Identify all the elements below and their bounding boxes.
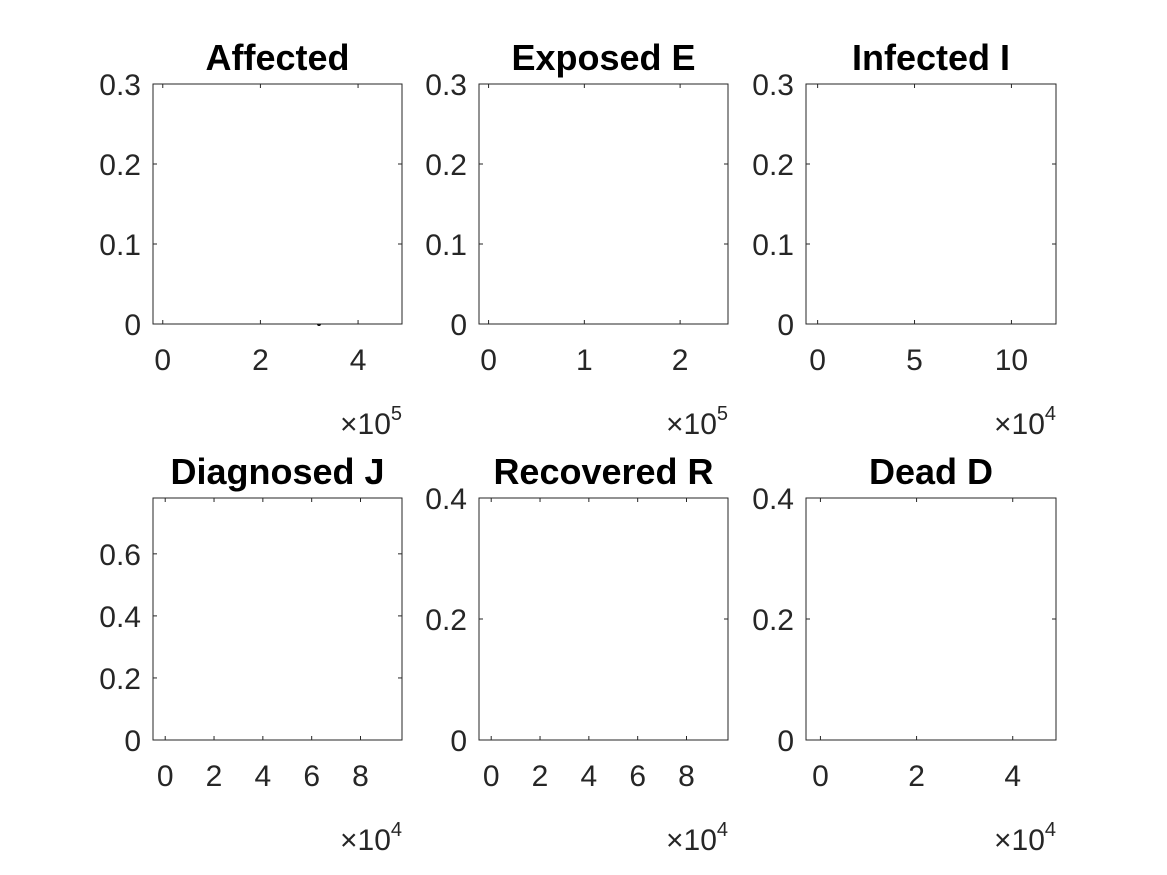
x-tick-label: 4 xyxy=(350,344,367,377)
x-tick-label: 0 xyxy=(812,760,829,793)
y-tick-label: 0 xyxy=(777,725,794,758)
multiplier-exponent: 5 xyxy=(391,403,402,425)
y-tick-label: 0.4 xyxy=(425,483,467,516)
axis-multiplier: ×105 xyxy=(340,403,402,441)
axis-multiplier: ×105 xyxy=(666,403,728,441)
panel-title: Dead D xyxy=(869,451,993,492)
y-tick-label: 0.2 xyxy=(99,149,141,182)
panel-1: 0 2 4 0 0.1 0.2 0.3 Affected ×105 xyxy=(99,37,403,441)
y-tick-label: 0.3 xyxy=(425,69,467,102)
y-tick-label: 0.1 xyxy=(425,229,467,262)
x-tick-label: 0 xyxy=(157,760,174,793)
multiplier-exponent: 4 xyxy=(717,819,728,841)
x-tick-label: 8 xyxy=(352,760,369,793)
axes-frame xyxy=(805,497,1057,741)
x-tick-label: 1 xyxy=(576,344,593,377)
y-tick-label: 0 xyxy=(124,309,141,342)
multiplier-exponent: 4 xyxy=(1045,403,1056,425)
axis-multiplier: ×104 xyxy=(666,819,728,857)
x-tick-label: 2 xyxy=(672,344,689,377)
y-tick-label: 0.2 xyxy=(752,604,794,637)
axis-multiplier: ×104 xyxy=(994,819,1056,857)
panel-title: Exposed E xyxy=(511,37,695,78)
x-tick-label: 5 xyxy=(906,344,923,377)
y-tick-label: 0 xyxy=(777,309,794,342)
axes-frame xyxy=(152,83,403,325)
y-tick-label: 0.3 xyxy=(99,69,141,102)
axes-frame xyxy=(478,497,729,741)
x-tick-label: 10 xyxy=(995,344,1028,377)
multiplier-exponent: 4 xyxy=(1045,819,1056,841)
y-tick-label: 0 xyxy=(450,309,467,342)
multiplier-base: ×10 xyxy=(994,824,1045,857)
y-tick-label: 0.1 xyxy=(752,229,794,262)
x-tick-label: 6 xyxy=(629,760,646,793)
panel-2: 0 1 2 0 0.1 0.2 0.3 Exposed E ×105 xyxy=(425,37,729,441)
y-tick-label: 0 xyxy=(124,725,141,758)
axis-multiplier: ×104 xyxy=(340,819,402,857)
y-tick-label: 0.3 xyxy=(752,69,794,102)
axes-frame xyxy=(478,83,729,325)
panel-title: Affected xyxy=(205,37,349,78)
panel-title: Recovered R xyxy=(493,451,713,492)
x-tick-label: 4 xyxy=(1004,760,1021,793)
x-tick-label: 4 xyxy=(255,760,272,793)
x-tick-label: 4 xyxy=(581,760,598,793)
multiplier-base: ×10 xyxy=(340,824,391,857)
x-tick-label: 2 xyxy=(252,344,269,377)
multiplier-base: ×10 xyxy=(994,408,1045,441)
panel-title: Infected I xyxy=(852,37,1010,78)
x-tick-label: 0 xyxy=(154,344,171,377)
multiplier-exponent: 5 xyxy=(717,403,728,425)
x-tick-label: 2 xyxy=(206,760,223,793)
panel-3: 0 5 10 0 0.1 0.2 0.3 Infected I ×104 xyxy=(752,37,1057,441)
y-tick-label: 0.1 xyxy=(99,229,141,262)
y-tick-label: 0.2 xyxy=(425,149,467,182)
axes-frame xyxy=(805,83,1057,325)
x-tick-label: 2 xyxy=(532,760,549,793)
axis-multiplier: ×104 xyxy=(994,403,1056,441)
multiplier-exponent: 4 xyxy=(391,819,402,841)
x-tick-label: 0 xyxy=(480,344,497,377)
x-tick-label: 6 xyxy=(303,760,320,793)
x-tick-label: 8 xyxy=(678,760,695,793)
y-tick-label: 0.2 xyxy=(425,604,467,637)
multiplier-base: ×10 xyxy=(666,824,717,857)
x-tick-label: 0 xyxy=(809,344,826,377)
x-tick-label: 0 xyxy=(483,760,500,793)
panel-title: Diagnosed J xyxy=(170,451,384,492)
multiplier-base: ×10 xyxy=(666,408,717,441)
y-tick-label: 0.6 xyxy=(99,539,141,572)
x-tick-label: 2 xyxy=(908,760,925,793)
y-tick-label: 0.4 xyxy=(99,601,141,634)
multiplier-base: ×10 xyxy=(340,408,391,441)
axes-frame xyxy=(152,497,403,741)
y-tick-label: 0.2 xyxy=(99,663,141,696)
y-tick-label: 0.2 xyxy=(752,149,794,182)
y-tick-label: 0.4 xyxy=(752,483,794,516)
y-tick-label: 0 xyxy=(450,725,467,758)
